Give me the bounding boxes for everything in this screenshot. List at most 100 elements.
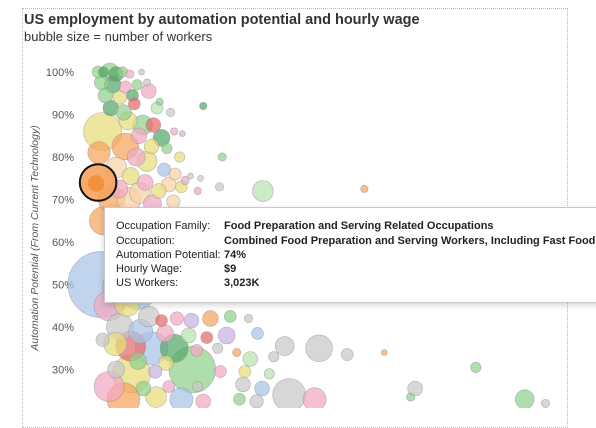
bubble[interactable] <box>302 387 327 408</box>
bubble[interactable] <box>155 97 164 106</box>
bubble[interactable] <box>121 167 140 185</box>
tooltip-label: Hourly Wage: <box>116 263 183 275</box>
bubble[interactable] <box>145 117 162 133</box>
bubble[interactable] <box>170 127 179 136</box>
bubble[interactable] <box>360 184 369 193</box>
scatter-plot: 100%90%80%70%60%50%40%30%20% Automation … <box>29 62 550 409</box>
bubble[interactable] <box>217 326 236 345</box>
bubble[interactable] <box>214 365 227 378</box>
bubble[interactable] <box>179 130 186 137</box>
bubble[interactable] <box>200 331 214 344</box>
bubble[interactable] <box>95 332 110 347</box>
bubble[interactable] <box>190 344 204 357</box>
y-tick-label: 70% <box>52 195 74 207</box>
y-tick-label: 100% <box>46 67 74 79</box>
bubble[interactable] <box>143 138 160 155</box>
bubble[interactable] <box>169 311 184 326</box>
bubble[interactable] <box>215 182 225 192</box>
bubble[interactable] <box>199 102 208 111</box>
bubble[interactable] <box>151 183 167 199</box>
bubble[interactable] <box>138 68 145 76</box>
bubble[interactable] <box>125 69 135 79</box>
bubble[interactable] <box>202 310 219 327</box>
tooltip-row-occupation: Occupation: Combined Food Preparation and… <box>116 235 595 249</box>
bubble[interactable] <box>130 127 148 145</box>
tooltip-value: Combined Food Preparation and Serving Wo… <box>224 235 596 247</box>
bubble[interactable] <box>181 327 197 344</box>
bubble[interactable] <box>272 378 306 409</box>
bubble[interactable] <box>161 143 173 155</box>
bubble[interactable] <box>135 380 152 397</box>
bubble[interactable] <box>162 380 176 393</box>
tooltip-row-hourly-wage: Hourly Wage: $9 <box>116 263 236 277</box>
tooltip-value: 3,023K <box>224 277 260 289</box>
bubble[interactable] <box>174 151 186 163</box>
bubble[interactable] <box>187 172 194 180</box>
bubble[interactable] <box>112 90 127 105</box>
tooltip: Occupation Family: Food Preparation and S… <box>104 207 596 303</box>
y-tick-label: 90% <box>52 110 74 122</box>
bubble[interactable] <box>180 175 190 185</box>
bubble[interactable] <box>156 324 174 343</box>
bubble[interactable] <box>148 364 163 379</box>
bubble[interactable] <box>340 348 354 361</box>
bubble[interactable] <box>242 351 259 367</box>
bubble[interactable] <box>183 312 200 329</box>
bubble[interactable] <box>97 87 114 104</box>
tooltip-label: Occupation Family: <box>116 220 211 232</box>
bubble[interactable] <box>268 351 280 363</box>
tooltip-row-occupation-family: Occupation Family: Food Preparation and S… <box>116 220 494 234</box>
bubble[interactable] <box>254 380 270 397</box>
bubble[interactable] <box>263 368 275 380</box>
bubble[interactable] <box>126 147 146 167</box>
bubble[interactable] <box>169 387 194 408</box>
bubble[interactable] <box>380 349 388 356</box>
bubble[interactable] <box>212 342 224 354</box>
bubble[interactable] <box>540 398 550 408</box>
bubble[interactable] <box>406 392 416 402</box>
bubble[interactable] <box>249 394 264 408</box>
bubble[interactable] <box>274 336 295 356</box>
bubble[interactable] <box>514 389 535 408</box>
bubble[interactable] <box>470 361 482 373</box>
bubble[interactable] <box>232 347 242 357</box>
bubble[interactable] <box>197 175 204 182</box>
tooltip-label: Occupation: <box>116 235 175 247</box>
chart-title: US employment by automation potential an… <box>24 12 420 28</box>
bubble[interactable] <box>155 314 168 327</box>
bubble[interactable] <box>131 79 143 91</box>
bubble[interactable] <box>224 310 237 323</box>
bubble[interactable] <box>233 392 246 406</box>
bubble[interactable] <box>119 80 132 94</box>
bubble[interactable] <box>217 152 227 162</box>
y-tick-label: 30% <box>52 365 74 377</box>
bubble[interactable] <box>129 352 147 370</box>
bubble[interactable] <box>128 97 141 111</box>
bubble[interactable] <box>252 180 274 202</box>
bubble[interactable] <box>244 313 254 323</box>
bubble[interactable] <box>98 66 110 78</box>
bubble[interactable] <box>238 365 252 378</box>
tooltip-value: 74% <box>224 249 247 261</box>
bubble[interactable] <box>115 104 132 121</box>
bubble[interactable] <box>195 393 211 408</box>
bubble[interactable] <box>251 327 264 340</box>
y-tick-label: 40% <box>52 322 74 334</box>
bubble[interactable] <box>192 380 204 392</box>
tooltip-row-automation-potential: Automation Potential: 74% <box>116 249 246 263</box>
bubble[interactable] <box>107 360 125 379</box>
bubble[interactable] <box>166 107 176 117</box>
y-tick-label: 60% <box>52 237 74 249</box>
bubble[interactable] <box>87 141 111 165</box>
bubble[interactable] <box>143 78 152 87</box>
bubble[interactable] <box>407 380 423 397</box>
y-axis-label: Automation Potential (From Current Techn… <box>29 125 41 351</box>
highlighted-bubble-core <box>87 175 105 192</box>
bubble[interactable] <box>137 174 154 191</box>
bubble[interactable] <box>193 187 202 196</box>
bubble[interactable] <box>305 334 333 362</box>
bubble[interactable] <box>235 376 251 393</box>
bubble[interactable] <box>168 167 182 181</box>
bubble[interactable] <box>158 355 174 371</box>
tooltip-row-us-workers: US Workers: 3,023K <box>116 277 259 291</box>
